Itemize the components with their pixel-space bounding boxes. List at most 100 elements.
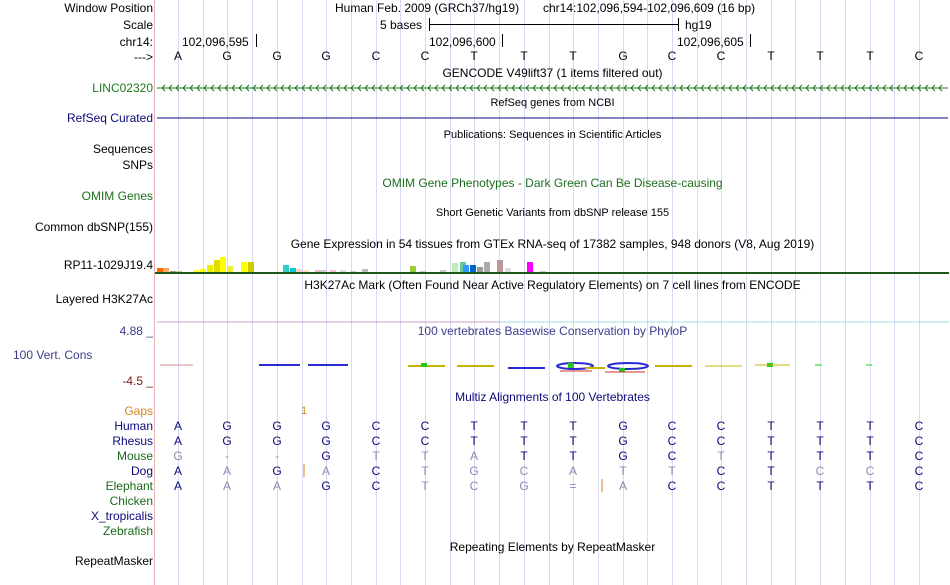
gtex-bar (330, 270, 336, 272)
gtex-bar (170, 271, 176, 272)
gridline (351, 0, 352, 585)
aligned-base: G (173, 449, 183, 463)
reference-base: G (618, 49, 628, 63)
species-label[interactable]: Chicken (109, 494, 153, 508)
reference-base: G (222, 49, 232, 63)
gridline (721, 0, 722, 585)
refseq-label[interactable]: RefSeq Curated (66, 111, 153, 125)
aligned-base: - (275, 449, 279, 463)
gridline (277, 0, 278, 585)
aligned-base: T (717, 449, 725, 463)
gridline (549, 0, 550, 585)
reference-base: C (716, 49, 726, 63)
gtex-bar (303, 270, 309, 272)
ruler-tick (502, 34, 503, 47)
gencode-gene[interactable] (157, 84, 948, 92)
gtex-bar (157, 268, 163, 272)
gtex-bar (497, 260, 503, 272)
aligned-base: T (767, 434, 775, 448)
gridline (697, 0, 698, 585)
gridline (252, 0, 253, 585)
species-label[interactable]: Human (114, 419, 153, 433)
species-label[interactable]: Elephant (105, 479, 153, 493)
gridline (746, 0, 747, 585)
gridline (573, 0, 574, 585)
species-label[interactable]: Mouse (116, 449, 153, 463)
multiz-track-title[interactable]: Multiz Alignments of 100 Vertebrates (455, 390, 650, 404)
aligned-base: G (618, 434, 628, 448)
reference-base: C (371, 49, 381, 63)
gtex-bar (463, 265, 469, 272)
gtex-track-title[interactable]: Gene Expression in 54 tissues from GTEx … (290, 237, 815, 251)
h3k27ac-track-title[interactable]: H3K27Ac Mark (Often Found Near Active Re… (304, 278, 801, 292)
aligned-base: C (469, 479, 479, 493)
omim-label[interactable]: OMIM Genes (81, 189, 153, 203)
gtex-bar (296, 269, 302, 272)
gridline (870, 0, 871, 585)
dbsnp-track-title[interactable]: Short Genetic Variants from dbSNP releas… (435, 207, 670, 219)
gtex-bar (248, 262, 254, 272)
species-label[interactable]: Zebrafish (102, 524, 153, 538)
gridline (326, 0, 327, 585)
gtex-bar (214, 260, 220, 272)
omim-track-title[interactable]: OMIM Gene Phenotypes - Dark Green Can Be… (382, 176, 723, 190)
h3k27ac-label[interactable]: Layered H3K27Ac (55, 292, 153, 306)
gtex-item-label[interactable]: RP11-1029J19.4 (63, 258, 153, 272)
species-label[interactable]: X_tropicalis (90, 509, 153, 523)
ruler-position: 102,096,595 (182, 35, 249, 49)
ruler-tick (750, 34, 751, 47)
reference-base: C (667, 49, 677, 63)
aligned-base: C (667, 479, 677, 493)
gridline (795, 0, 796, 585)
species-label[interactable]: Rhesus (112, 434, 153, 448)
gaps-label[interactable]: Gaps (124, 404, 153, 418)
gap-count: 1 (301, 405, 308, 417)
repeatmasker-label[interactable]: RepeatMasker (74, 554, 153, 568)
aligned-base: A (222, 479, 231, 493)
aligned-base: G (272, 464, 282, 478)
gridline (425, 0, 426, 585)
phylop-track-title[interactable]: 100 vertebrates Basewise Conservation by… (417, 324, 688, 338)
aligned-base: C (716, 419, 726, 433)
gencode-track-title[interactable]: GENCODE V49lift37 (1 items filtered out) (442, 66, 663, 80)
publications-track-title[interactable]: Publications: Sequences in Scientific Ar… (443, 129, 662, 141)
phylop-max-label: 4.88 _ (119, 324, 153, 338)
refseq-track-title[interactable]: RefSeq genes from NCBI (490, 97, 615, 109)
reference-base: G (272, 49, 282, 63)
aligned-base: T (816, 479, 824, 493)
aligned-base: T (816, 434, 824, 448)
aligned-base: A (173, 419, 182, 433)
aligned-base: C (865, 464, 875, 478)
gtex-bar (340, 270, 346, 272)
aligned-base: C (371, 434, 381, 448)
aligned-base: A (173, 479, 182, 493)
aligned-base: T (569, 449, 577, 463)
aligned-base: A (321, 464, 330, 478)
aligned-base: C (371, 419, 381, 433)
gtex-bar (176, 271, 182, 272)
phylop-label[interactable]: 100 Vert. Cons (13, 348, 93, 362)
gtex-bar (290, 268, 296, 272)
ruler-tick (256, 34, 257, 47)
gtex-bar (315, 270, 321, 272)
aligned-base: C (667, 419, 677, 433)
aligned-base: G (222, 419, 232, 433)
gtex-bar (350, 271, 356, 272)
species-label[interactable]: Dog (130, 464, 153, 478)
gencode-item-label[interactable]: LINC02320 (92, 81, 153, 95)
snps-label[interactable]: SNPs (122, 158, 153, 172)
label-column-border (154, 0, 155, 585)
aligned-base: G (222, 434, 232, 448)
gtex-bar (200, 269, 206, 272)
scale-bar-right-cap (678, 18, 679, 31)
aligned-base: G (272, 419, 282, 433)
gridline (400, 0, 401, 585)
repeatmasker-track-title[interactable]: Repeating Elements by RepeatMasker (449, 540, 656, 554)
reference-base: T (520, 49, 528, 63)
aligned-base: C (914, 419, 924, 433)
gtex-bar (193, 270, 199, 272)
sequences-label[interactable]: Sequences (92, 142, 153, 156)
gtex-bar (410, 266, 416, 272)
dbsnp-label[interactable]: Common dbSNP(155) (34, 220, 153, 234)
